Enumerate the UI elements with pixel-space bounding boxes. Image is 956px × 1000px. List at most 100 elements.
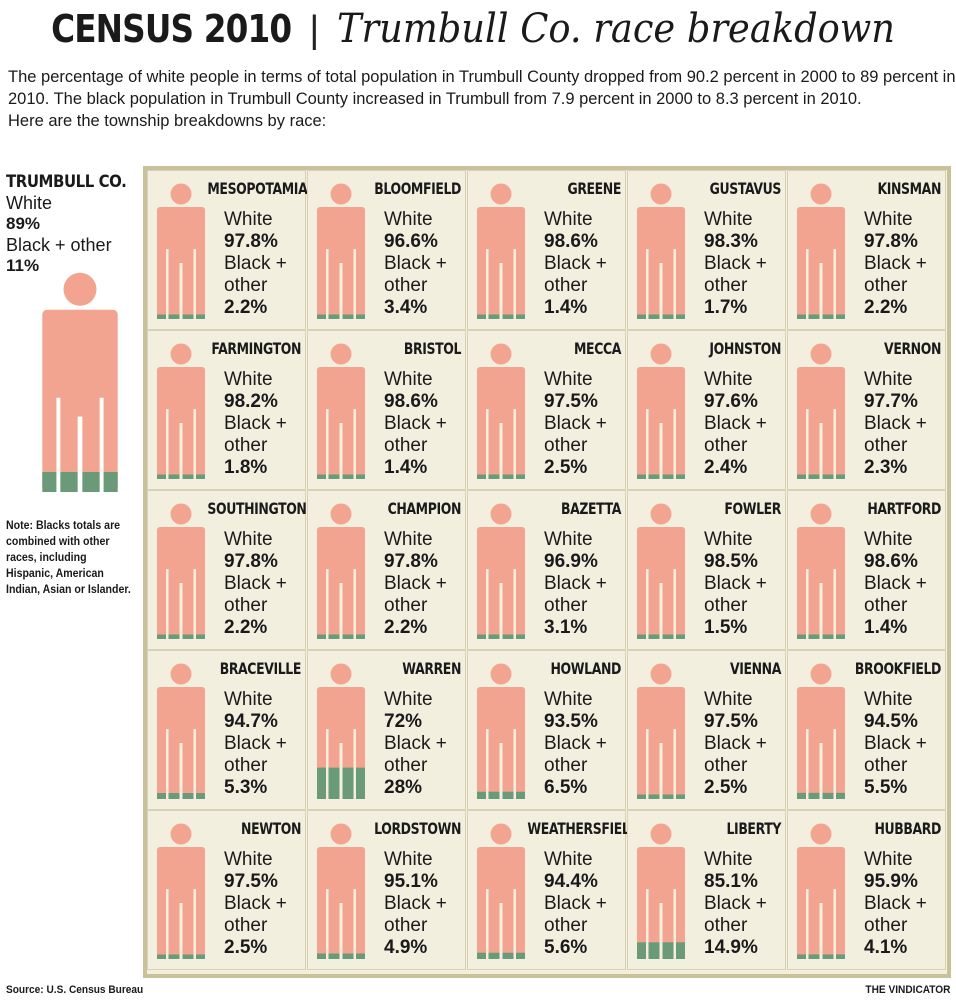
person-arm-gap-left [646,729,649,801]
white-pct: 98.6% [864,551,918,572]
other-label: Black + [384,893,447,914]
person-icon [157,183,205,321]
township-cell: HOWLAND White 93.5% Black + other 6.5% [467,650,626,810]
other-label: other [704,275,748,296]
township-cell: HARTFORD White 98.6% Black + other 1.4% [787,490,946,650]
person-icon [317,503,365,641]
intro-paragraph: The percentage of white people in terms … [8,66,956,132]
person-arm-gap-right [353,409,356,481]
township-cell: MECCA White 97.5% Black + other 2.5% [467,330,626,490]
other-label: Black + [704,733,767,754]
person-arm-gap-right [833,889,836,961]
white-label: White [384,849,433,870]
headline-main: CENSUS 2010 [51,7,292,51]
person-arm-gap-right [833,569,836,641]
township-name: HUBBARD [874,819,941,838]
township-name: MESOPOTAMIA [207,179,308,198]
publisher-credit: THE VINDICATOR [864,984,950,996]
person-arm-gap-left [486,409,489,481]
county-person-gap-right [99,397,104,492]
person-leg-gap [499,903,503,961]
other-label: other [864,755,908,776]
person-icon [477,343,525,481]
other-label: Black + [864,893,927,914]
county-person-icon [42,272,118,492]
intro-line: 2010. The black population in Trumbull C… [8,90,862,108]
township-cell: HUBBARD White 95.9% Black + other 4.1% [787,810,946,970]
other-label: other [864,435,908,456]
white-pct: 98.2% [224,391,278,412]
township-stats: White 97.8% Black + other 2.2% [384,529,464,639]
person-arm-gap-left [806,729,809,801]
white-label: White [384,209,433,230]
township-stats: White 97.8% Black + other 2.2% [224,529,304,639]
person-head [490,343,512,365]
township-name: JOHNSTON [709,339,781,358]
county-person-head [63,272,97,306]
person-arm-gap-left [166,249,169,321]
other-pct: 2.5% [704,777,748,798]
township-stats: White 94.7% Black + other 5.3% [224,689,304,799]
person-arm-gap-right [193,409,196,481]
township-stats: White 98.2% Black + other 1.8% [224,369,304,479]
township-stats: White 98.3% Black + other 1.7% [704,209,784,319]
white-pct: 95.1% [384,871,438,892]
township-stats: White 97.8% Black + other 2.2% [224,209,304,319]
person-arm-gap-right [513,249,516,321]
white-pct: 85.1% [704,871,758,892]
white-label: White [544,369,593,390]
person-arm-gap-left [486,249,489,321]
person-leg-gap [339,583,343,641]
person-arm-gap-left [326,249,329,321]
white-label: White [704,849,753,870]
person-arm-gap-right [833,249,836,321]
other-label: other [224,755,268,776]
white-label: White [544,209,593,230]
person-arm-gap-left [326,569,329,641]
white-pct: 93.5% [544,711,598,732]
person-arm-gap-left [806,409,809,481]
person-icon [317,183,365,321]
township-name: KINSMAN [877,179,941,198]
township-cell: VIENNA White 97.5% Black + other 2.5% [627,650,786,810]
county-person-white-body [42,309,118,492]
person-arm-gap-left [166,889,169,961]
white-label: White [704,529,753,550]
county-other-pct: 11% [6,256,40,275]
other-label: Black + [864,573,927,594]
township-name: BAZETTA [560,499,621,518]
methodology-note: Note: Blacks totals are combined with ot… [6,520,131,596]
person-leg-gap [819,903,823,961]
other-label: other [544,755,588,776]
person-head [650,503,672,525]
person-head [810,183,832,205]
person-arm-gap-right [353,569,356,641]
other-pct: 2.5% [224,937,268,958]
person-head [170,503,192,525]
township-stats: White 72% Black + other 28% [384,689,464,799]
person-icon [797,183,845,321]
headline-subtitle: Trumbull Co. race breakdown [337,6,896,52]
white-label: White [864,529,913,550]
white-pct: 72% [384,711,423,732]
person-head [330,503,352,525]
white-pct: 96.9% [544,551,598,572]
other-label: other [544,915,588,936]
person-arm-gap-right [193,729,196,801]
person-leg-gap [179,423,183,481]
township-stats: White 98.6% Black + other 1.4% [384,369,464,479]
township-cell: CHAMPION White 97.8% Black + other 2.2% [307,490,466,650]
township-name: HARTFORD [867,499,941,518]
person-leg-gap [819,743,823,801]
township-cell: GUSTAVUS White 98.3% Black + other 1.7% [627,170,786,330]
white-label: White [384,689,433,710]
township-name: SOUTHINGTON [207,499,307,518]
township-cell: BAZETTA White 96.9% Black + other 3.1% [467,490,626,650]
person-leg-gap [179,903,183,961]
person-leg-gap [819,583,823,641]
person-leg-gap [499,263,503,321]
township-name: WARREN [402,659,461,678]
other-label: Black + [864,253,927,274]
township-name: VIENNA [729,659,781,678]
headline: CENSUS 2010 | Trumbull Co. race breakdow… [0,6,956,58]
